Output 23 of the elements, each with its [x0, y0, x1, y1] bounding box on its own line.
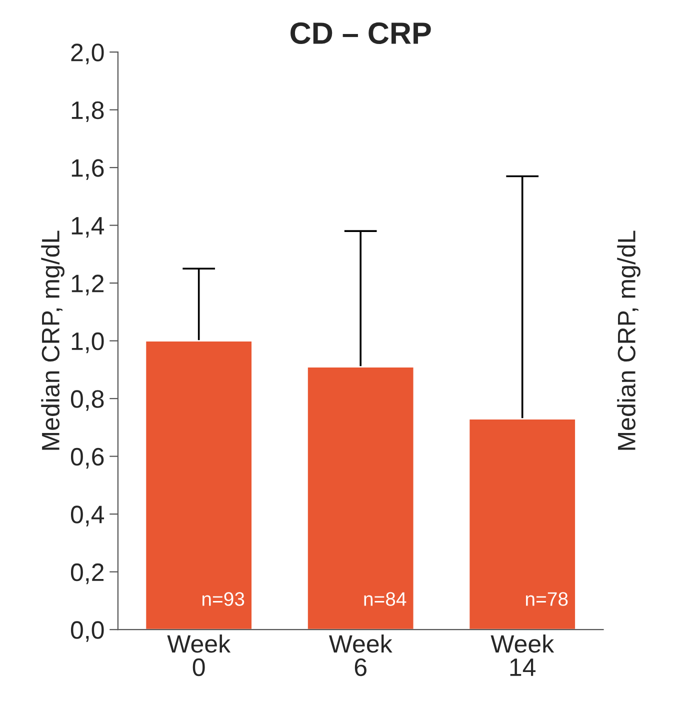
- annotation: n=93: [202, 592, 244, 606]
- bar: [144, 340, 253, 630]
- x-tick-label: Week 14: [490, 634, 554, 676]
- annotation: n=84: [364, 592, 406, 606]
- chart-title: CD – CRP: [290, 22, 431, 44]
- y-tick-label: 2,0: [71, 44, 104, 64]
- y-tick-label: 0,6: [70, 448, 104, 469]
- y-tick-label: 1,0: [72, 332, 104, 354]
- bar: [468, 418, 576, 630]
- y-tick-label: 1,6: [72, 159, 104, 180]
- x-tick-label: Week 0: [167, 634, 231, 676]
- y-tick-label: 1,2: [72, 274, 104, 296]
- y-tick-label: 0,2: [70, 563, 104, 584]
- y-tick-label: 0,0: [70, 621, 104, 642]
- y-tick-label: 1,8: [72, 101, 104, 122]
- y-tick-label: 1,4: [72, 217, 104, 238]
- y2-axis-title: Median CRP, mg/dL: [617, 230, 640, 450]
- x-tick-label: Week 6: [328, 634, 392, 676]
- y-axis-title: Median CRP, mg/dL: [41, 230, 64, 450]
- y-tick-label: 0,4: [70, 506, 104, 526]
- annotation: n=78: [526, 592, 568, 606]
- y-tick-label: 0,8: [70, 390, 104, 411]
- bar: [306, 366, 415, 630]
